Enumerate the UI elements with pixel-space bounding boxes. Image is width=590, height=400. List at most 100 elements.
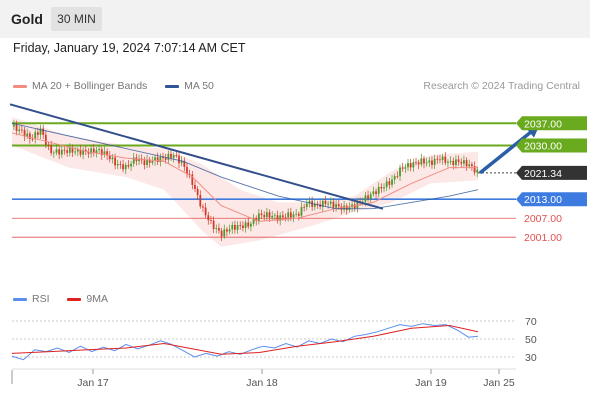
rsi-legend: RSI 9MA	[13, 293, 108, 305]
candle-body	[244, 222, 247, 229]
candle-body	[337, 204, 340, 207]
candle-body	[212, 220, 215, 230]
top-toolbar: Gold 30 MIN	[0, 0, 590, 38]
candle-body	[436, 158, 439, 160]
candle-body	[415, 162, 417, 164]
rsi-ma-line	[11, 324, 479, 355]
candle-body	[396, 176, 399, 177]
ma50-legend-label: MA 50	[184, 80, 214, 92]
candle-body	[215, 228, 218, 230]
projection-arrow-shaft	[478, 127, 536, 175]
candle-body	[58, 149, 61, 155]
candle-body	[276, 215, 279, 221]
candle-body	[369, 194, 372, 199]
candle-body	[170, 153, 172, 158]
candle-body	[257, 213, 260, 221]
candle-body	[82, 149, 85, 155]
rsi-ma-swatch	[67, 297, 82, 301]
candle-body	[146, 159, 148, 165]
level-label: 2037.00	[524, 118, 562, 130]
candle-body	[20, 129, 23, 131]
candle-body	[372, 191, 375, 195]
candle-body	[124, 164, 127, 170]
x-tick-label: Jan 18	[246, 377, 278, 389]
candle-body	[388, 181, 391, 185]
candle-body	[425, 162, 428, 164]
chart-datetime: Friday, January 19, 2024 7:07:14 AM CET	[13, 41, 246, 55]
candle-body	[92, 148, 95, 153]
candle-body	[428, 160, 431, 163]
candle-body	[55, 149, 58, 153]
candle-body	[154, 157, 156, 162]
candle-body	[287, 212, 290, 218]
x-axis: Jan 17 Jan 18 Jan 19 Jan 25	[11, 368, 516, 389]
candle-body	[260, 213, 263, 216]
candle-body	[457, 159, 460, 162]
candle-body	[132, 157, 135, 164]
candle-body	[247, 222, 250, 227]
candle-body	[423, 158, 425, 164]
candle-body	[383, 187, 385, 189]
rsi-swatch	[13, 297, 27, 301]
candle-body	[164, 157, 167, 160]
candle-body	[404, 167, 407, 169]
candle-body	[407, 163, 409, 168]
candle-body	[98, 149, 101, 151]
candle-body	[329, 201, 332, 204]
candle-body	[76, 149, 79, 152]
candle-body	[148, 159, 151, 163]
x-tick-label: Jan 19	[415, 377, 447, 389]
candle-body	[324, 200, 327, 205]
candle-body	[42, 128, 45, 135]
candle-body	[47, 144, 50, 146]
candle-body	[401, 167, 404, 169]
candle-body	[367, 195, 369, 199]
candle-body	[399, 167, 401, 177]
candle-body	[391, 179, 393, 185]
candle-body	[281, 215, 284, 218]
candle-body	[226, 229, 228, 232]
candle-body	[220, 230, 223, 237]
candle-body	[210, 220, 212, 221]
candle-body	[108, 155, 111, 160]
rsi-tick-label: 70	[525, 316, 537, 328]
candle-body	[103, 151, 106, 156]
candle-body	[44, 134, 47, 145]
candle-body	[249, 223, 252, 227]
level-label: 2013.00	[524, 194, 562, 206]
timeframe-button[interactable]: 30 MIN	[51, 7, 102, 31]
x-tick-label: Jan 17	[77, 377, 109, 389]
level-tag-resistance	[516, 116, 587, 131]
candle-body	[412, 162, 415, 168]
price-legend: MA 20 + Bollinger Bands MA 50	[13, 80, 214, 92]
candle-body	[151, 161, 154, 163]
candle-body	[431, 160, 433, 165]
candle-body	[34, 132, 37, 139]
candle-body	[377, 186, 380, 194]
candle-body	[380, 186, 383, 189]
candle-body	[273, 215, 276, 217]
level-tag-support	[516, 192, 587, 207]
candle-body	[138, 158, 140, 162]
candle-body	[393, 176, 396, 180]
candle-body	[95, 150, 98, 153]
candle-body	[218, 228, 220, 231]
candle-body	[263, 215, 266, 218]
candle-body	[114, 157, 116, 166]
level-label: 2007.00	[524, 213, 562, 225]
candle-body	[199, 195, 202, 207]
candle-body	[313, 203, 316, 207]
candle-body	[68, 147, 71, 153]
level-label: 2001.00	[524, 232, 562, 244]
candle-body	[143, 160, 146, 165]
candle-body	[297, 213, 300, 216]
candle-body	[295, 213, 298, 215]
candle-body	[231, 224, 234, 230]
candle-body	[444, 156, 447, 163]
candle-body	[207, 215, 210, 221]
rsi-tick-label: 50	[525, 334, 537, 346]
x-tick-label: Jan 25	[483, 377, 515, 389]
candle-body	[279, 215, 282, 221]
candle-body	[308, 200, 311, 204]
